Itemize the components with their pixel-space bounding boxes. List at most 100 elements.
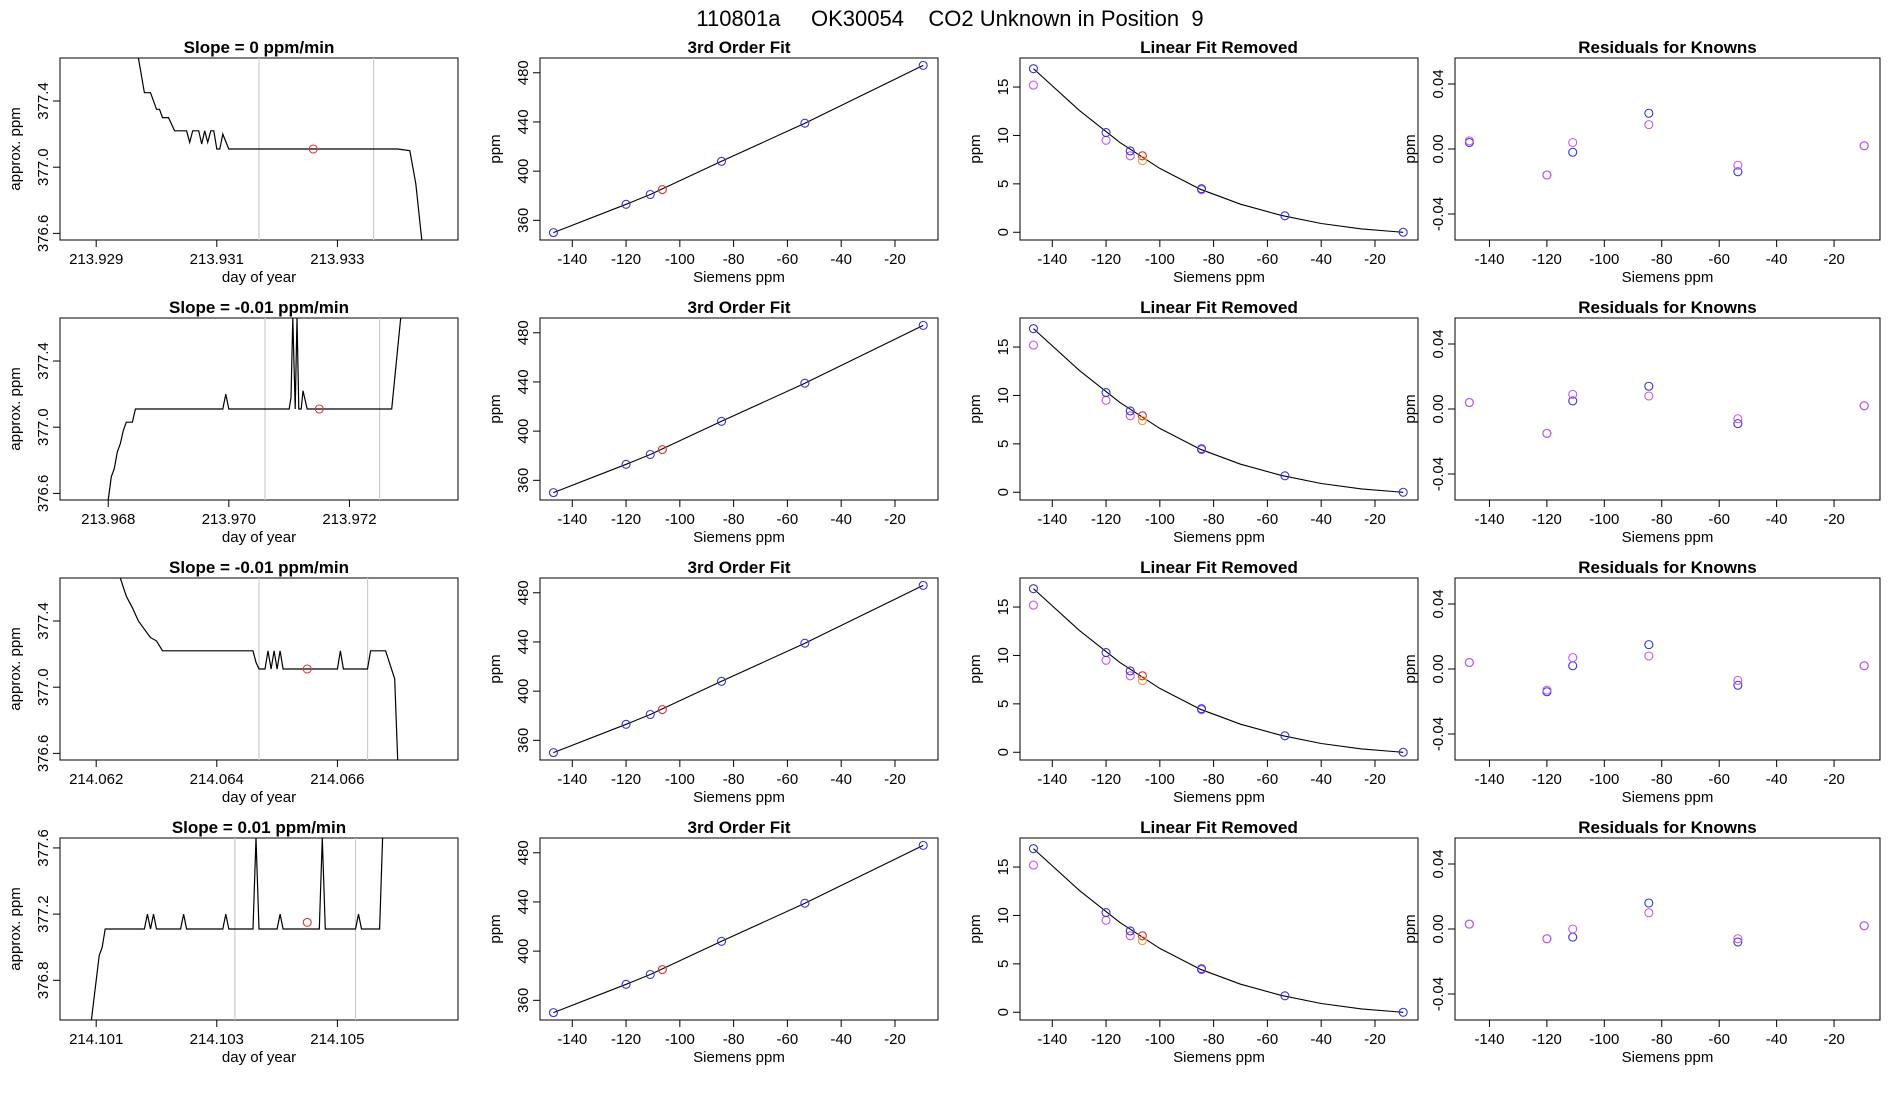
y-tick-label: 0.00	[1430, 914, 1447, 943]
unknown-mean-point	[314, 404, 324, 414]
residual-point	[1644, 898, 1654, 908]
x-tick-label: -120	[1532, 771, 1562, 788]
plot-area	[1464, 108, 1869, 180]
x-tick-label: -20	[1823, 771, 1845, 788]
y-tick-label: 0	[995, 748, 1012, 756]
panel-title: Linear Fit Removed	[1140, 558, 1298, 577]
x-tick-label: -60	[777, 1031, 799, 1048]
plot-frame	[59, 837, 459, 1021]
x-tick-label: -80	[1203, 251, 1225, 268]
x-tick-label: 213.968	[81, 511, 135, 528]
known-point	[716, 156, 727, 166]
known-point	[1125, 666, 1135, 676]
residual-point	[1568, 396, 1578, 406]
known-point	[1028, 324, 1038, 334]
residual-point	[1733, 680, 1743, 690]
plot-area	[548, 580, 928, 758]
residual-point	[1733, 934, 1743, 944]
known-point	[918, 580, 928, 590]
x-tick-label: 214.101	[69, 1031, 123, 1048]
x-tick-label: -140	[1474, 251, 1504, 268]
y-tick-label: 0.00	[1430, 654, 1447, 683]
trace-line	[90, 838, 384, 1020]
x-tick-label: -80	[1651, 251, 1673, 268]
y-tick-label: 15	[995, 599, 1012, 616]
figure-title: 110801a OK30054 CO2 Unknown in Position …	[696, 6, 1203, 31]
panel-linear_removed-row2: Linear Fit Removed -140 -120 -100 -80 -60 -40 -…	[967, 298, 1419, 546]
plot-area	[107, 318, 402, 500]
residual-point	[1464, 919, 1474, 929]
x-tick-label: -100	[1145, 511, 1175, 528]
known-point	[621, 459, 631, 469]
plot-area	[1028, 844, 1408, 1017]
y-tick-label: -0.04	[1430, 197, 1447, 231]
panel-trace-row2: Slope = -0.01 ppm/min 213.968 213.970 213.9…	[7, 298, 459, 546]
plot-frame	[539, 317, 939, 501]
unknown-point	[1137, 931, 1147, 941]
known-point	[1398, 1007, 1408, 1017]
y-tick-label: 480	[515, 840, 532, 865]
x-tick-label: -100	[665, 771, 695, 788]
x-tick-label: 213.933	[310, 251, 364, 268]
x-tick-label: -100	[1589, 1031, 1619, 1048]
known-point	[918, 320, 928, 330]
y-axis-label: ppm	[1402, 914, 1419, 943]
residual-point	[1733, 167, 1743, 177]
y-tick-label: 0	[995, 1008, 1012, 1016]
y-tick-label: 0.00	[1430, 394, 1447, 423]
x-tick-label: 213.972	[322, 511, 376, 528]
y-tick-label: 360	[515, 728, 532, 753]
y-tick-label: 360	[515, 468, 532, 493]
residual-point	[1644, 120, 1654, 130]
x-tick-label: -20	[1364, 251, 1386, 268]
x-tick-label: -80	[1651, 1031, 1673, 1048]
x-tick-label: -100	[1589, 771, 1619, 788]
x-tick-label: -120	[611, 511, 641, 528]
plot-area	[119, 578, 399, 760]
y-tick-label: 376.6	[35, 475, 52, 513]
panel-title: 3rd Order Fit	[688, 818, 791, 837]
x-axis-label: Siemens ppm	[1622, 269, 1714, 286]
residual-point	[1733, 160, 1743, 170]
x-tick-label: -40	[1310, 771, 1332, 788]
x-tick-label: -100	[665, 251, 695, 268]
y-axis-label: ppm	[967, 914, 984, 943]
known-point	[645, 189, 655, 200]
x-tick-label: -80	[1651, 771, 1673, 788]
residual-point	[1733, 419, 1743, 429]
x-axis-label: Siemens ppm	[693, 789, 785, 806]
y-axis-label: approx. ppm	[7, 107, 24, 190]
unknown-point	[1137, 676, 1147, 686]
residual-point	[1859, 141, 1869, 151]
x-tick-label: -60	[1708, 1031, 1730, 1048]
panel-trace-row3: Slope = -0.01 ppm/min 214.062 214.064 214.0…	[7, 558, 459, 806]
panel-title: Residuals for Knowns	[1578, 298, 1757, 317]
known-point	[1196, 184, 1207, 194]
known-point	[800, 118, 810, 128]
x-tick-label: -40	[1766, 511, 1788, 528]
x-tick-label: -120	[1532, 511, 1562, 528]
y-tick-label: 400	[515, 939, 532, 964]
x-tick-label: -80	[1203, 511, 1225, 528]
known-point	[645, 449, 655, 460]
x-tick-label: -60	[1257, 511, 1279, 528]
y-axis-label: ppm	[967, 394, 984, 423]
residual-point	[1859, 921, 1869, 931]
unknown-mean-point	[302, 917, 312, 927]
y-tick-label: 377.4	[35, 602, 52, 640]
panel-title: Linear Fit Removed	[1140, 298, 1298, 317]
x-tick-label: -40	[1766, 771, 1788, 788]
plot-frame	[539, 837, 939, 1021]
plot-frame	[59, 317, 459, 501]
panel-title: 3rd Order Fit	[688, 298, 791, 317]
x-tick-label: -60	[1708, 771, 1730, 788]
panel-fit-row3: 3rd Order Fit -140 -120 -100 -80 -60 -40 -20 Sie…	[487, 558, 939, 806]
y-axis-label: ppm	[1402, 654, 1419, 683]
residual-point	[1568, 137, 1578, 148]
known-point-alt	[1125, 411, 1135, 421]
x-tick-label: -120	[611, 1031, 641, 1048]
y-tick-label: 0.04	[1430, 329, 1447, 358]
